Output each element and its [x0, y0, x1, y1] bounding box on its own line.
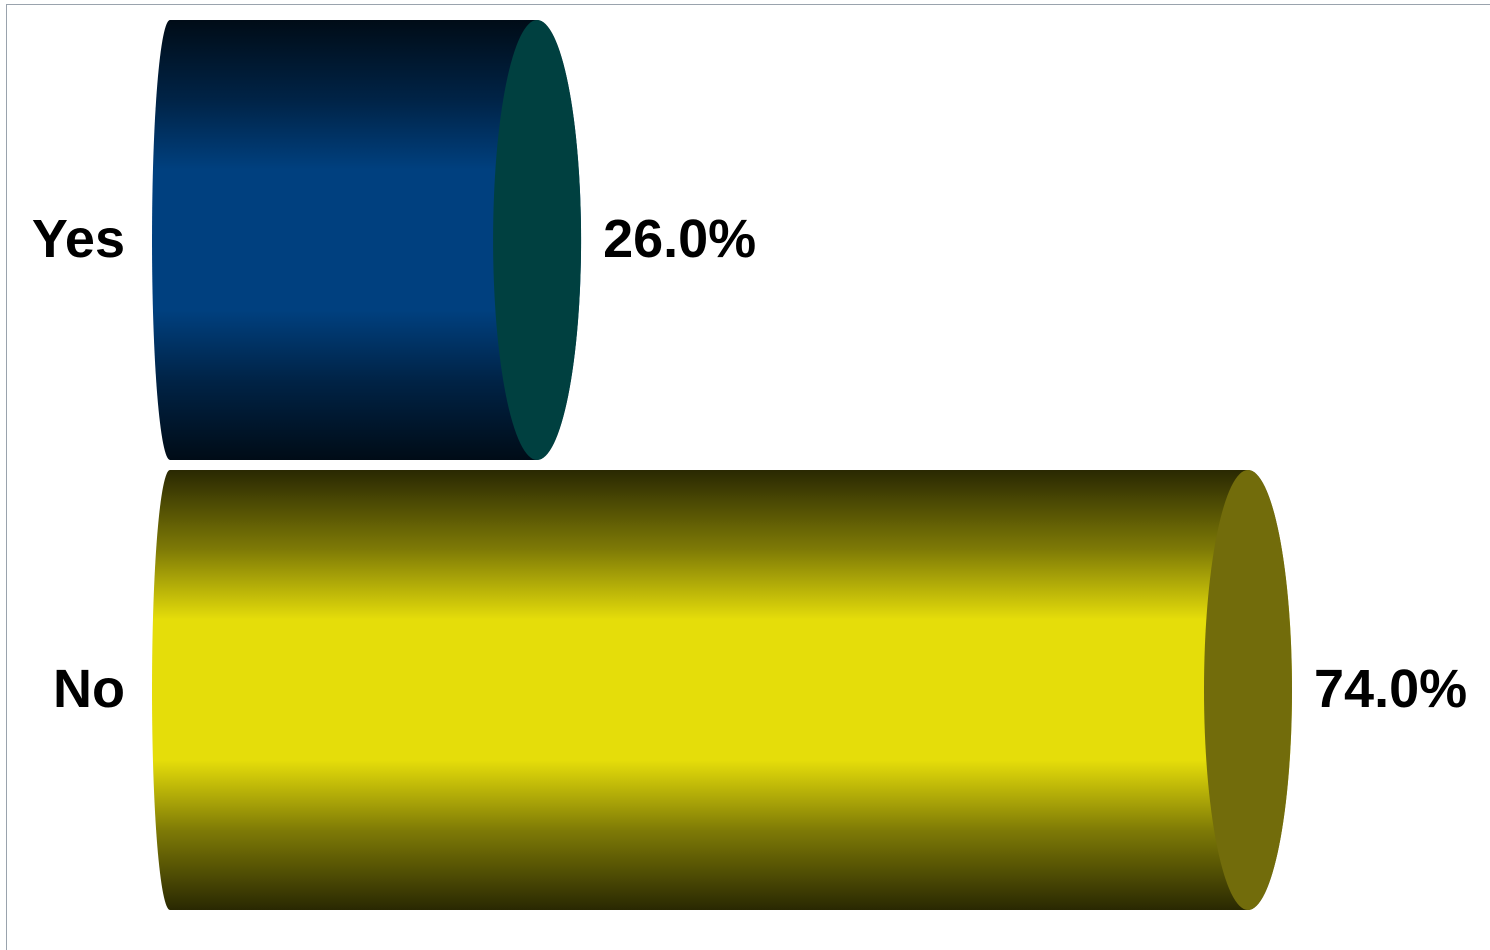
cylinder-body-yes — [152, 20, 582, 460]
bar-yes — [152, 20, 582, 460]
bars-layer — [152, 20, 1292, 910]
value-label-no: 74.0% — [1314, 659, 1467, 719]
labels-layer: Yes 26.0% No 74.0% — [32, 209, 1467, 719]
category-label-no: No — [53, 659, 125, 719]
bar-no — [152, 470, 1292, 910]
value-label-yes: 26.0% — [603, 209, 756, 269]
cylinder-cap-yes — [493, 20, 582, 460]
cylinder-cap-no — [1204, 470, 1292, 910]
cylinder-body-no — [152, 470, 1292, 910]
chart-frame — [6, 4, 1490, 950]
category-label-yes: Yes — [32, 209, 125, 269]
